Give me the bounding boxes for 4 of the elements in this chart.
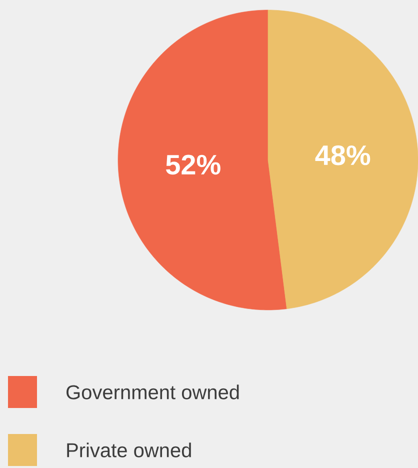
legend-label: Private owned [67,442,191,458]
data-label: 48% [315,145,370,166]
data-label: 52% [166,154,220,175]
legend-label: Government owned [66,384,239,400]
